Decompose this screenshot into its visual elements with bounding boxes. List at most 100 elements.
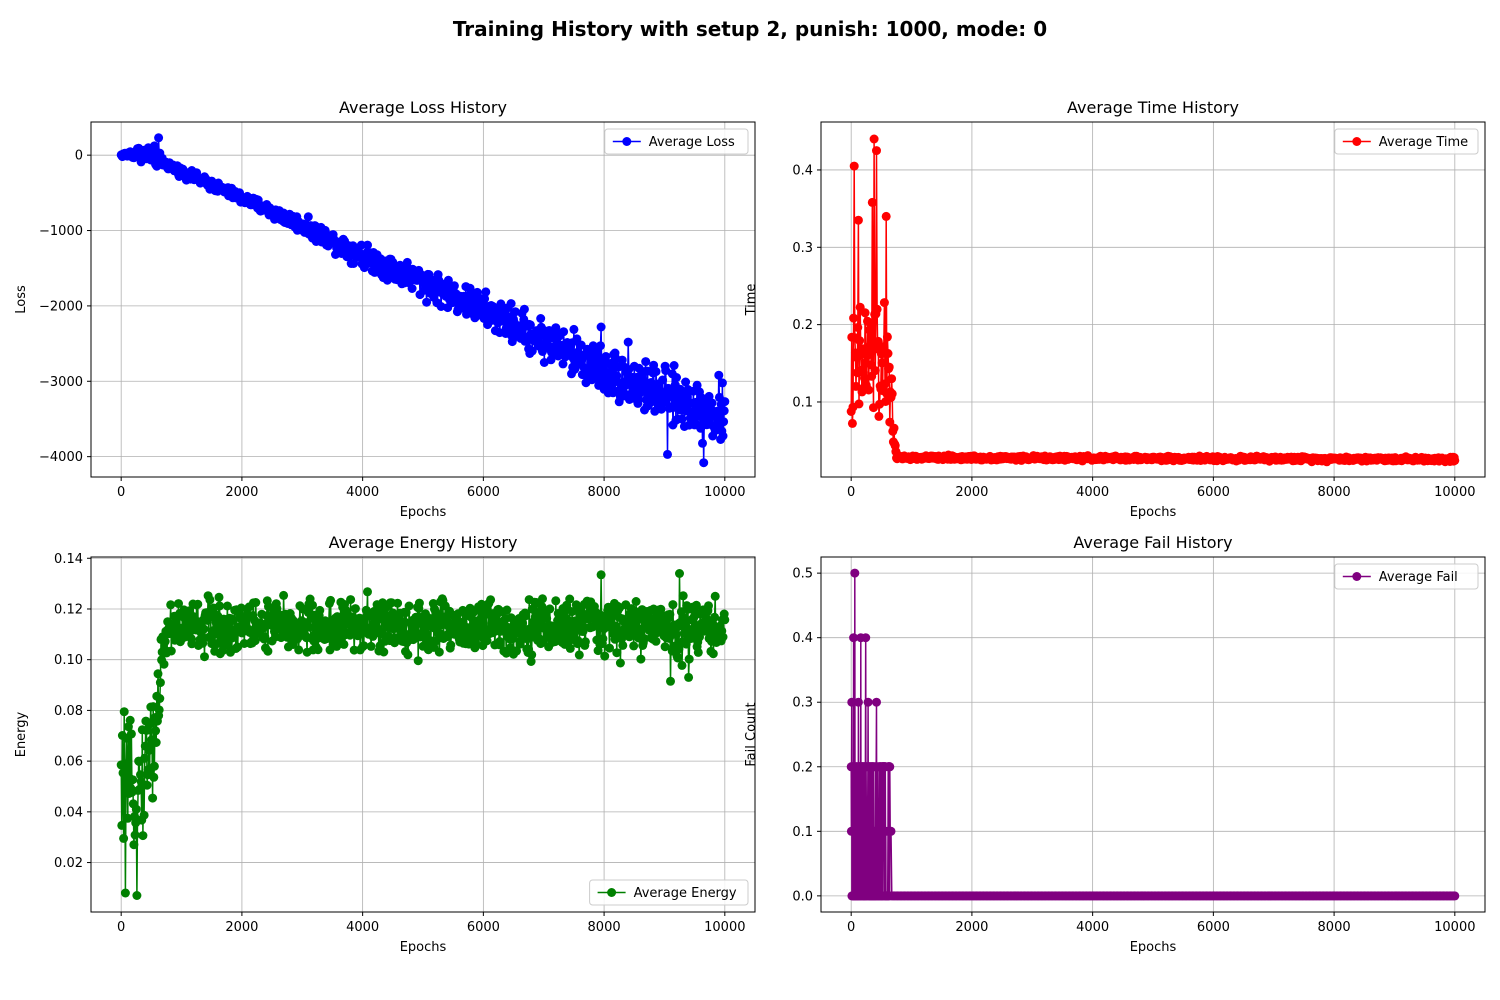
energy-data-point	[120, 888, 130, 898]
fail-data-point	[849, 633, 859, 643]
loss-x-tick-label: 10000	[704, 485, 745, 500]
energy-data-point	[166, 646, 176, 656]
fail-legend-box	[1334, 563, 1479, 590]
energy-data-point	[129, 840, 139, 850]
loss-data-point	[527, 346, 537, 356]
energy-data-point	[710, 612, 720, 622]
energy-data-point	[551, 596, 561, 606]
time-data-point	[879, 298, 889, 308]
energy-y-tick-label: 0.02	[54, 856, 83, 871]
energy-axes-frame	[90, 556, 756, 913]
loss-data-point	[638, 375, 648, 385]
energy-data-point	[596, 570, 606, 580]
energy-data-point	[122, 765, 132, 775]
loss-data-point	[641, 357, 651, 367]
energy-data-point	[565, 643, 575, 653]
energy-data-point	[131, 804, 141, 814]
energy-data-point	[138, 831, 148, 841]
energy-data-point	[636, 654, 646, 664]
energy-data-point	[691, 600, 701, 610]
energy-data-point	[159, 659, 169, 669]
time-data-point	[860, 373, 869, 383]
energy-x-axis-label: Epochs	[400, 940, 447, 955]
loss-data-point	[719, 406, 729, 416]
energy-data-point	[704, 601, 713, 611]
energy-data-point	[222, 601, 232, 611]
time-data-point	[853, 215, 863, 225]
energy-legend: Average Energy	[589, 879, 749, 906]
energy-data-point	[666, 676, 675, 686]
energy-data-point	[679, 612, 689, 622]
energy-data-point	[136, 770, 145, 780]
energy-data-point	[193, 599, 203, 609]
loss-data-point	[623, 337, 633, 347]
energy-data-point	[665, 609, 675, 619]
energy-data-point	[684, 672, 694, 682]
energy-data-point	[678, 591, 688, 601]
fail-x-tick-label: 8000	[1318, 920, 1351, 935]
time-data-point	[880, 379, 890, 389]
loss-data-point	[677, 414, 687, 424]
energy-legend-label: Average Energy	[634, 886, 737, 901]
energy-data-point	[125, 715, 135, 725]
energy-data-point	[139, 810, 149, 820]
time-chart: Average Time History 0 2000 4000 6000 8000 100…	[744, 98, 1486, 520]
energy-data-point	[710, 591, 720, 601]
loss-data-point	[718, 431, 728, 441]
energy-data-point	[205, 595, 215, 605]
energy-data-point	[651, 636, 661, 646]
energy-x-tick-label: 4000	[346, 920, 379, 935]
time-data-point	[863, 350, 873, 360]
energy-data-point	[250, 636, 260, 646]
loss-data-point	[407, 284, 417, 293]
energy-y-tick-label: 0.08	[54, 704, 83, 719]
energy-data-point	[214, 592, 224, 602]
time-legend-box	[1334, 128, 1479, 155]
fail-x-tick-label: 2000	[955, 920, 988, 935]
energy-data-point	[605, 643, 614, 653]
time-chart-title: Average Time History	[1067, 98, 1239, 117]
time-data-point	[881, 211, 891, 221]
energy-y-tick-label: 0.14	[54, 552, 83, 567]
energy-data-point	[151, 726, 161, 736]
loss-data-point	[506, 299, 516, 309]
fail-data-point	[853, 697, 863, 707]
loss-data-point	[717, 378, 727, 388]
energy-data-point	[660, 642, 670, 652]
energy-data-point	[672, 630, 681, 640]
time-data-point	[855, 336, 865, 346]
time-data-point	[882, 332, 892, 342]
time-series-line	[850, 138, 1456, 463]
time-data-point	[887, 389, 897, 399]
loss-data-point	[596, 341, 605, 351]
energy-data-point	[200, 652, 209, 662]
loss-x-axis-label: Epochs	[400, 505, 447, 520]
energy-data-point	[495, 637, 505, 646]
fail-legend-marker	[1352, 572, 1362, 581]
time-data-point	[849, 313, 859, 323]
time-legend-marker	[1352, 137, 1362, 146]
energy-data-point	[140, 753, 150, 763]
fail-data-point	[885, 762, 895, 772]
energy-chart: Average Energy History 0 2000 4000 6000 8000 1…	[14, 533, 756, 955]
loss-y-axis-label: Loss	[14, 285, 29, 314]
loss-data-point	[154, 133, 164, 143]
energy-data-point	[339, 639, 349, 649]
energy-data-point	[612, 648, 622, 658]
energy-data-point	[507, 634, 517, 644]
energy-data-point	[126, 729, 136, 739]
loss-data-point	[559, 327, 569, 337]
time-x-tick-label: 4000	[1076, 485, 1109, 500]
time-data-point	[884, 362, 894, 372]
loss-data-point	[699, 458, 709, 468]
energy-data-point	[512, 646, 522, 656]
fail-data-point	[1450, 891, 1460, 901]
loss-y-tick-label: −4000	[39, 450, 83, 465]
energy-data-point	[151, 738, 161, 747]
time-x-tick-label: 2000	[955, 485, 988, 500]
energy-data-point	[305, 622, 314, 632]
loss-data-point	[402, 257, 412, 267]
loss-data-point	[596, 322, 606, 332]
energy-data-point	[149, 772, 159, 782]
time-legend: Average Time	[1334, 128, 1479, 155]
